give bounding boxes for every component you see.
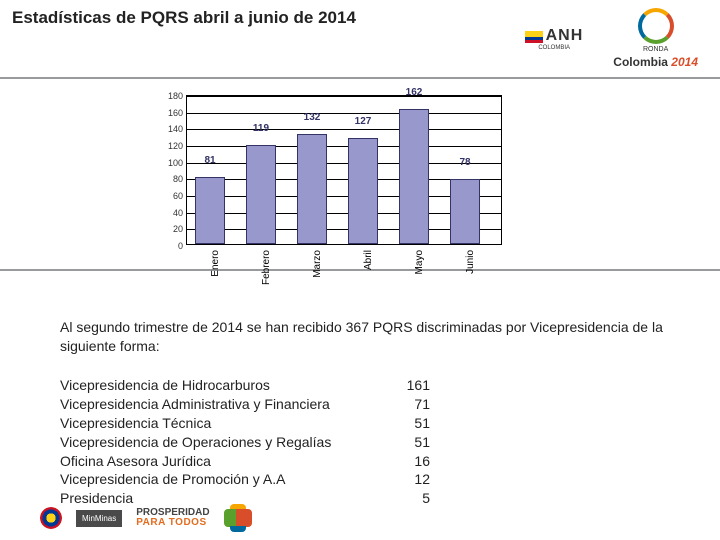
chart-bar-label: 119 (246, 123, 276, 134)
chart-xtick: Enero (210, 250, 221, 305)
chart-xtick: Marzo (312, 250, 323, 305)
chart-xtick: Febrero (261, 250, 272, 305)
header-logos: ANH COLOMBIA RONDA Colombia 2014 (525, 8, 708, 69)
breakdown-label: Vicepresidencia Administrativa y Financi… (60, 395, 390, 414)
chart-bar-label: 81 (195, 155, 225, 166)
ronda-colombia-logo: RONDA Colombia 2014 (613, 8, 698, 69)
breakdown-value: 12 (390, 470, 430, 489)
chart-bar (399, 109, 429, 244)
chart-bar-label: 78 (450, 157, 480, 168)
table-row: Vicepresidencia de Promoción y A.A12 (60, 470, 430, 489)
table-row: Vicepresidencia Administrativa y Financi… (60, 395, 430, 414)
chart-gridline (187, 146, 501, 147)
pqrs-bar-chart: 02040608010012014016018081Enero119Febrer… (150, 95, 550, 300)
chart-ytick: 120 (151, 141, 183, 151)
gov-seal-icon (40, 507, 62, 529)
prosperidad-logo: PROSPERIDAD PARA TODOS (136, 508, 209, 528)
chart-bar (450, 179, 480, 244)
co-mark-icon (224, 504, 252, 532)
chart-ytick: 60 (151, 191, 183, 201)
colombia-flag-icon (525, 31, 543, 43)
chart-xtick: Junio (465, 250, 476, 305)
table-row: Vicepresidencia de Hidrocarburos161 (60, 376, 430, 395)
chart-ytick: 80 (151, 174, 183, 184)
breakdown-value: 71 (390, 395, 430, 414)
chart-gridline (187, 129, 501, 130)
chart-ytick: 100 (151, 158, 183, 168)
chart-bar (246, 145, 276, 244)
minminas-logo: MinMinas (76, 510, 122, 527)
chart-plot-area: 02040608010012014016018081Enero119Febrer… (186, 95, 502, 245)
chart-ytick: 160 (151, 108, 183, 118)
breakdown-value: 51 (390, 414, 430, 433)
table-row: Vicepresidencia Técnica51 (60, 414, 430, 433)
footer-logos: MinMinas PROSPERIDAD PARA TODOS (40, 504, 252, 532)
chart-bar (297, 134, 327, 244)
divider-top (0, 77, 720, 79)
chart-bar-label: 127 (348, 116, 378, 127)
chart-ytick: 180 (151, 91, 183, 101)
breakdown-value: 51 (390, 433, 430, 452)
chart-ytick: 40 (151, 208, 183, 218)
chart-xtick: Mayo (414, 250, 425, 305)
breakdown-value: 5 (390, 489, 430, 508)
breakdown-value: 161 (390, 376, 430, 395)
chart-gridline (187, 113, 501, 114)
breakdown-label: Oficina Asesora Jurídica (60, 452, 390, 471)
table-row: Oficina Asesora Jurídica16 (60, 452, 430, 471)
page-header: Estadísticas de PQRS abril a junio de 20… (0, 0, 720, 73)
anh-logo: ANH COLOMBIA (525, 27, 583, 51)
breakdown-label: Vicepresidencia de Hidrocarburos (60, 376, 390, 395)
chart-bar (348, 138, 378, 244)
breakdown-value: 16 (390, 452, 430, 471)
breakdown-label: Vicepresidencia de Promoción y A.A (60, 470, 390, 489)
page-title: Estadísticas de PQRS abril a junio de 20… (12, 8, 525, 28)
summary-paragraph: Al segundo trimestre de 2014 se han reci… (60, 318, 700, 356)
chart-ytick: 140 (151, 124, 183, 134)
chart-ytick: 20 (151, 224, 183, 234)
chart-ytick: 0 (151, 241, 183, 251)
chart-bar-label: 132 (297, 112, 327, 123)
breakdown-label: Vicepresidencia de Operaciones y Regalía… (60, 433, 390, 452)
breakdown-table: Vicepresidencia de Hidrocarburos161Vicep… (60, 376, 430, 508)
chart-gridline (187, 96, 501, 97)
ring-icon (638, 8, 674, 44)
table-row: Vicepresidencia de Operaciones y Regalía… (60, 433, 430, 452)
chart-bar (195, 177, 225, 245)
chart-bar-label: 162 (399, 87, 429, 98)
chart-xtick: Abril (363, 250, 374, 305)
breakdown-label: Vicepresidencia Técnica (60, 414, 390, 433)
